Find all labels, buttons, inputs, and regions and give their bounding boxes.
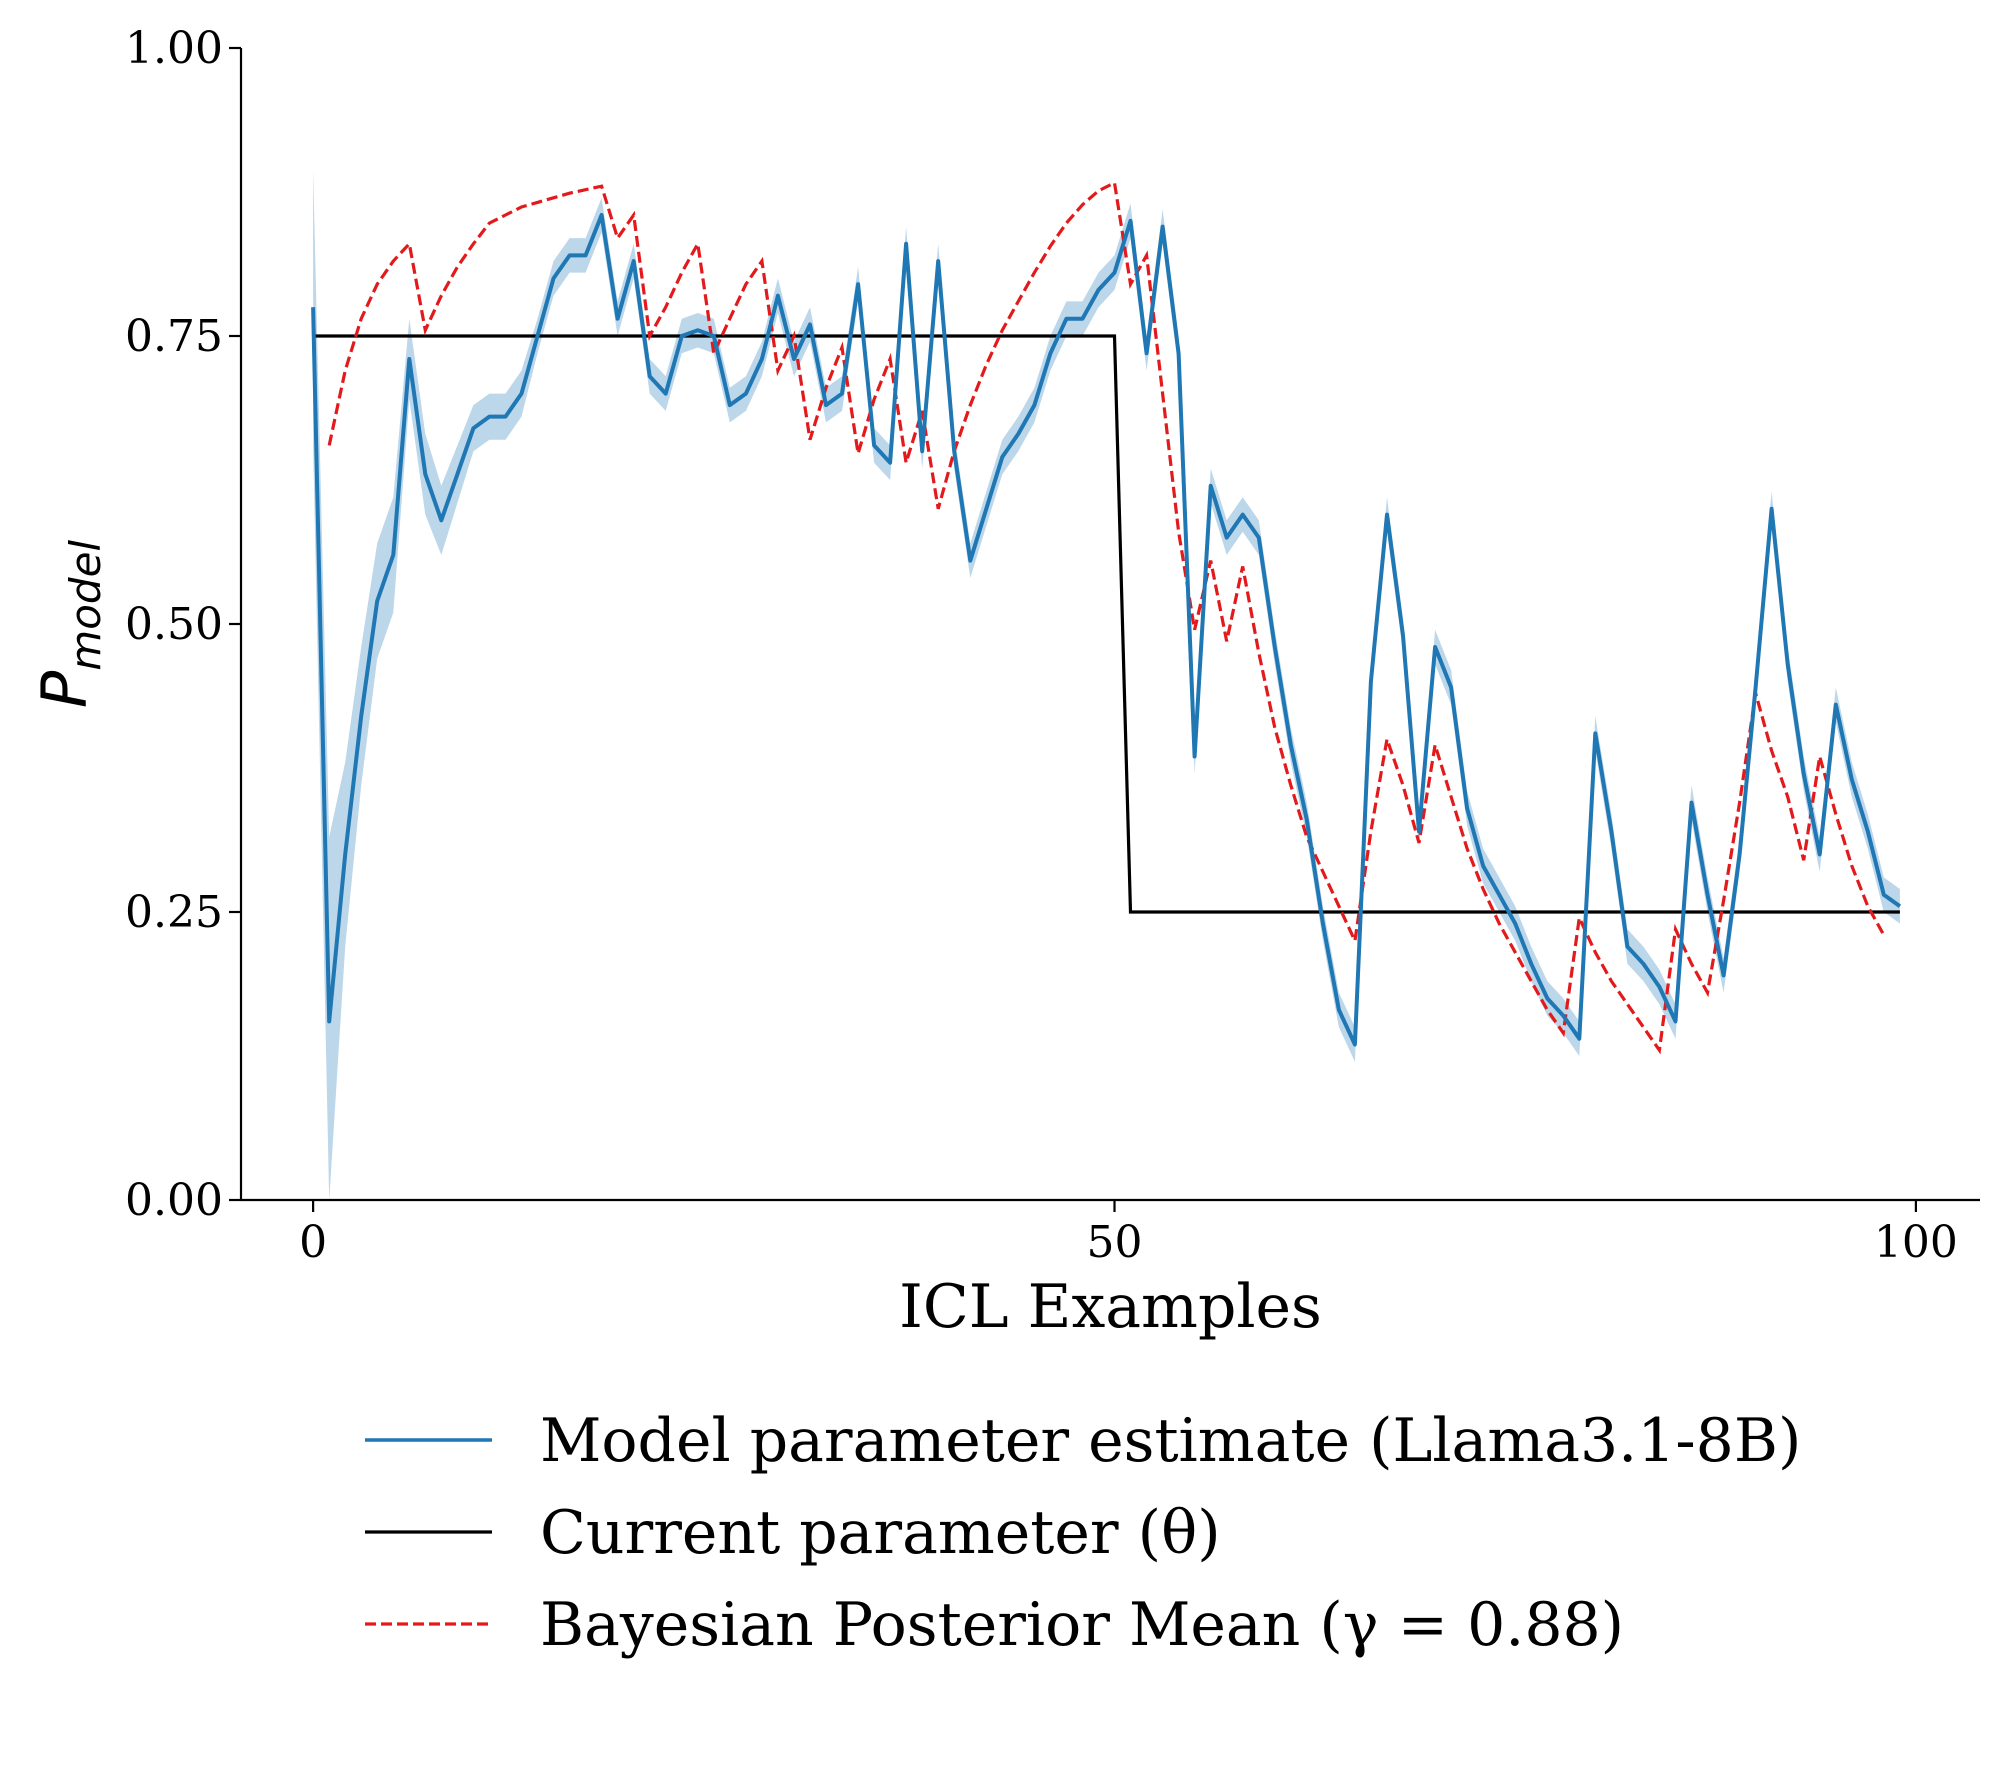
x-axis-label: ICL Examples — [899, 1272, 1322, 1342]
legend-label: Model parameter estimate (Llama3.1-8B) — [540, 1406, 1801, 1476]
x-tick-label: 100 — [1874, 1217, 1958, 1268]
model-estimate-band — [313, 169, 1900, 1200]
bayesian-posterior-line — [327, 180, 1886, 1055]
y-tick-label: 0.50 — [125, 599, 223, 650]
plot-area — [311, 169, 1902, 1200]
y-axis-label-main: P — [28, 670, 101, 708]
y-tick-label: 0.75 — [125, 311, 223, 362]
y-axis-label-sub: model — [61, 540, 110, 671]
y-tick-label: 0.00 — [125, 1175, 223, 1226]
y-tick-label: 0.25 — [125, 887, 223, 938]
current-parameter-line — [313, 334, 1900, 914]
x-tick-label: 50 — [1087, 1217, 1143, 1268]
model-estimate-line — [311, 213, 1902, 1047]
y-tick-label: 1.00 — [125, 23, 223, 74]
legend: Model parameter estimate (Llama3.1-8B) Cu… — [365, 1406, 1801, 1660]
legend-label: Bayesian Posterior Mean (γ = 0.88) — [540, 1590, 1624, 1660]
y-axis-label: Pmodel — [28, 540, 110, 709]
axes: 0.00 0.25 0.50 0.75 1.00 0 50 100 — [125, 23, 1980, 1268]
x-tick-label: 0 — [299, 1217, 327, 1268]
legend-label: Current parameter (θ) — [540, 1498, 1221, 1568]
